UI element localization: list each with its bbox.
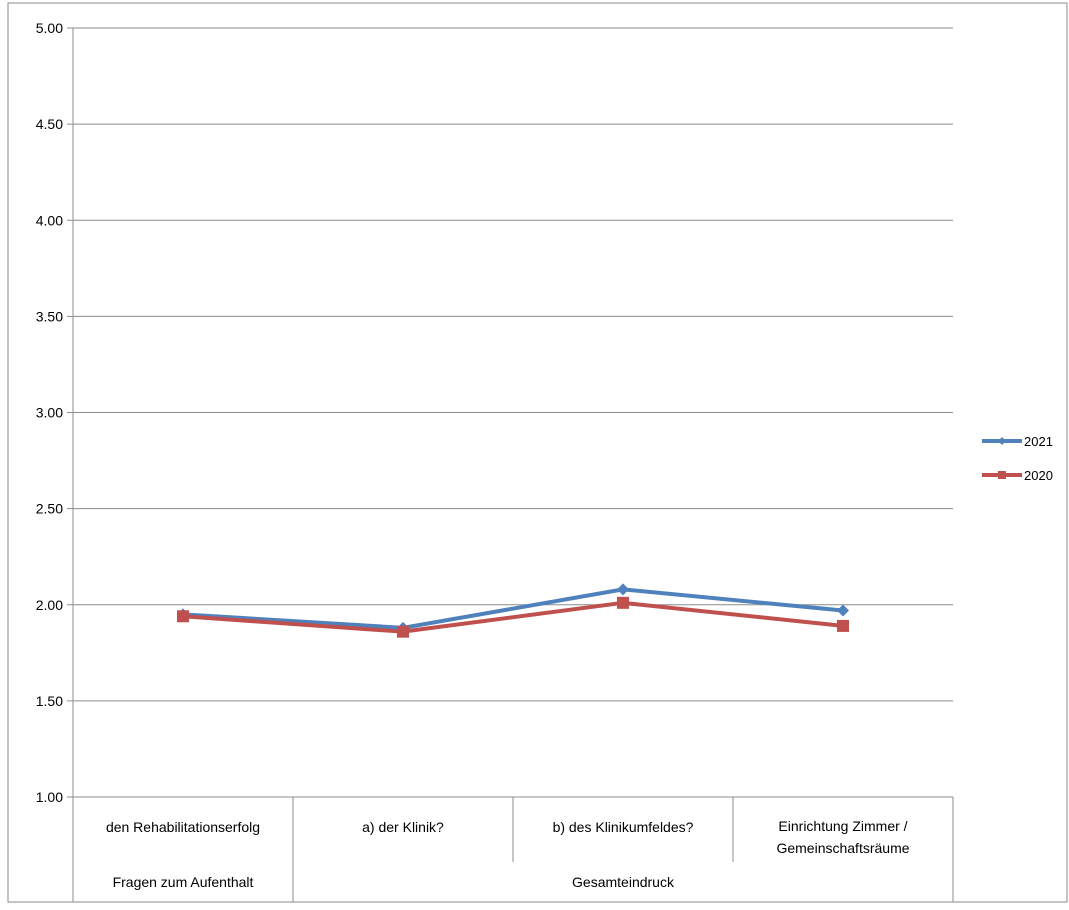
- series-line-2021: [182, 587, 844, 630]
- x-group-label: Gesamteindruck: [572, 874, 675, 890]
- y-tick-label: 1.00: [36, 789, 63, 805]
- legend: 2021 2020: [982, 434, 1053, 483]
- data-point-2020: [397, 625, 409, 638]
- x-category-label: Einrichtung Zimmer /: [778, 818, 907, 834]
- chart-border: [7, 2, 1068, 903]
- x-category-label: den Rehabilitationserfolg: [106, 819, 260, 835]
- legend-label: 2020: [1024, 468, 1053, 483]
- x-group-label: Fragen zum Aufenthalt: [113, 874, 254, 890]
- data-point-2020: [177, 610, 189, 623]
- legend-marker-2021: [998, 437, 1006, 445]
- data-point-2020: [837, 619, 849, 632]
- legend-marker-2020: [998, 471, 1006, 479]
- grid-layer: [73, 27, 953, 702]
- series-line-2020: [182, 600, 844, 634]
- y-tick-label: 2.00: [36, 597, 63, 613]
- y-tick-label: 4.00: [36, 212, 63, 228]
- series-layer: [177, 583, 849, 638]
- data-point-2021: [837, 604, 849, 617]
- y-tick-label: 1.50: [36, 693, 63, 709]
- axis-layer: 1.00 1.50 2.00 2.50 3.00 3.50 4.00 4.50 5.00 den …: [36, 20, 954, 902]
- y-tick-label: 5.00: [36, 20, 63, 36]
- x-category-label: b) des Klinikumfeldes?: [553, 819, 694, 835]
- data-point-2020: [617, 596, 629, 609]
- legend-label: 2021: [1024, 434, 1053, 449]
- x-category-label: a) der Klinik?: [362, 819, 444, 835]
- data-point-2021: [617, 583, 629, 596]
- y-tick-label: 4.50: [36, 116, 63, 132]
- x-category-label: Gemeinschaftsräume: [776, 840, 909, 856]
- y-tick-label: 3.00: [36, 405, 63, 421]
- y-tick-label: 2.50: [36, 501, 63, 517]
- y-tick-label: 3.50: [36, 308, 63, 324]
